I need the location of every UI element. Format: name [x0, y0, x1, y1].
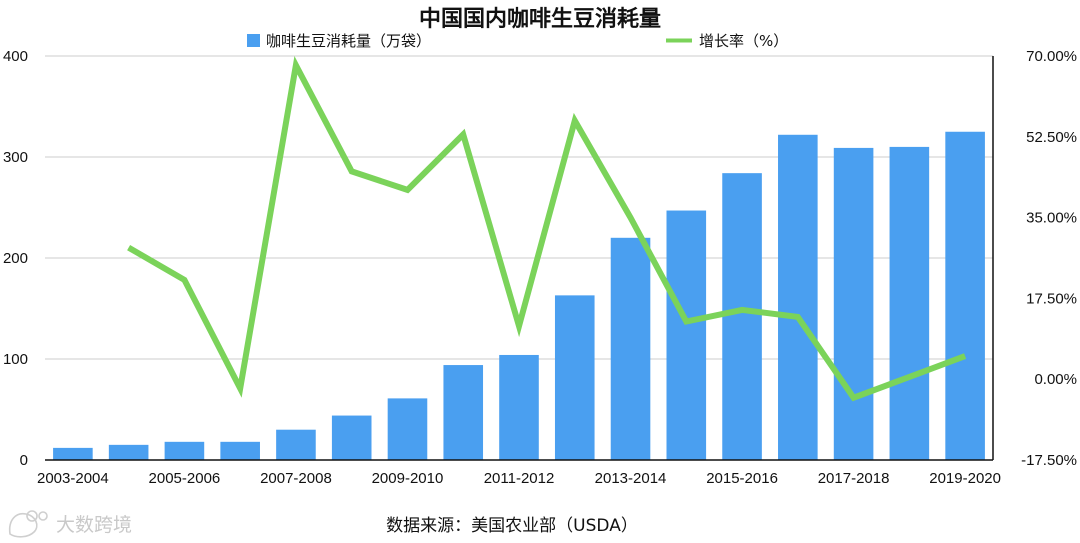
growth-line: [127, 55, 967, 402]
bar: [889, 146, 930, 460]
chart-title: 中国国内咖啡生豆消耗量: [419, 6, 661, 32]
source-note: 数据来源：美国农业部（USDA）: [386, 516, 638, 536]
y-right-tick-label: 52.50%: [1026, 129, 1077, 146]
legend: 咖啡生豆消耗量（万袋） 增长率（%）: [247, 32, 788, 50]
bar: [164, 441, 205, 460]
y-left-tick-label: 400: [3, 48, 28, 65]
x-tick-label: 2017-2018: [818, 470, 890, 487]
bar: [108, 444, 149, 460]
bar: [220, 441, 260, 460]
bar: [610, 237, 651, 460]
x-tick-label: 2013-2014: [595, 470, 667, 487]
x-tick-label: 2011-2012: [484, 470, 555, 487]
legend-label-line: 增长率（%）: [699, 32, 788, 50]
y-left-tick-label: 300: [3, 149, 28, 166]
bar: [331, 415, 372, 460]
x-tick-label: 2005-2006: [149, 470, 221, 487]
y-axis-left-ticks: 0 100 200 300 400: [3, 48, 28, 469]
bar: [387, 398, 428, 460]
y-right-tick-label: 35.00%: [1026, 210, 1077, 227]
bar: [722, 173, 762, 460]
bar: [778, 134, 818, 460]
y-right-tick-label: 0.00%: [1034, 371, 1077, 388]
x-tick-label: 2009-2010: [372, 470, 444, 487]
watermark-logo-icon: [8, 510, 48, 538]
bar-series: [53, 131, 985, 460]
x-tick-label: 2019-2020: [929, 470, 1001, 487]
x-axis-ticks: 2003-2004 2005-2006 2007-2008 2009-2010 2011…: [37, 470, 1001, 487]
bar: [666, 210, 707, 460]
bar: [499, 354, 539, 460]
watermark-text: 大数跨境: [56, 514, 132, 536]
axes: [45, 56, 994, 461]
bar: [554, 295, 595, 460]
x-tick-label: 2015-2016: [706, 470, 778, 487]
legend-swatch-line: [666, 38, 692, 43]
y-left-tick-label: 0: [20, 452, 28, 469]
legend-swatch-bar: [247, 34, 260, 47]
x-tick-label: 2003-2004: [37, 470, 109, 487]
legend-label-bar: 咖啡生豆消耗量（万袋）: [266, 32, 431, 50]
y-left-tick-label: 200: [3, 250, 28, 267]
bar: [945, 131, 985, 460]
bar: [443, 365, 484, 460]
watermark: 大数跨境: [8, 510, 132, 538]
y-axis-right-ticks: -17.50% 0.00% 17.50% 35.00% 52.50% 70.00%: [1021, 48, 1077, 469]
y-right-tick-label: 17.50%: [1026, 290, 1077, 307]
bar: [833, 147, 874, 460]
growth-line-series: [127, 55, 967, 402]
x-tick-label: 2007-2008: [260, 470, 332, 487]
y-right-tick-label: -17.50%: [1021, 452, 1077, 469]
y-right-tick-label: 70.00%: [1026, 48, 1077, 65]
y-left-tick-label: 100: [3, 351, 28, 368]
bar: [276, 429, 316, 460]
bar: [53, 447, 93, 460]
